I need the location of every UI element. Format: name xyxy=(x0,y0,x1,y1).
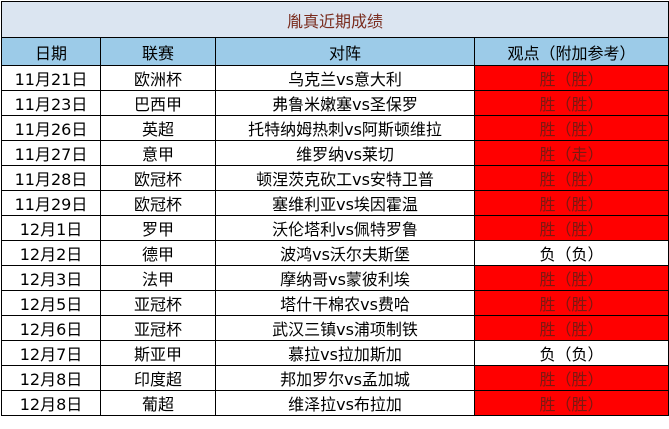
cell-match: 慕拉vs拉加斯加 xyxy=(215,340,475,366)
cell-date: 11月21日 xyxy=(1,65,101,91)
cell-match: 维罗纳vs莱切 xyxy=(215,140,475,166)
header-league: 联赛 xyxy=(100,37,216,66)
cell-match: 沃伦塔利vs佩特罗鲁 xyxy=(215,215,475,241)
cell-match: 顿涅茨克砍工vs安特卫普 xyxy=(215,165,475,191)
cell-league: 印度超 xyxy=(100,365,216,391)
cell-match: 波鸿vs沃尔夫斯堡 xyxy=(215,240,475,266)
cell-view: 胜（胜） xyxy=(473,190,669,216)
cell-match: 塔什干棉农vs费哈 xyxy=(215,290,475,316)
header-row: 日期 联赛 对阵 观点（附加参考） xyxy=(1,37,669,66)
cell-view: 负（负） xyxy=(473,340,669,366)
cell-match: 塞维利亚vs埃因霍温 xyxy=(215,190,475,216)
cell-view: 胜（胜） xyxy=(473,315,669,341)
cell-date: 11月27日 xyxy=(1,140,101,166)
cell-date: 12月6日 xyxy=(1,315,101,341)
cell-view: 胜（胜） xyxy=(473,90,669,116)
cell-date: 12月5日 xyxy=(1,290,101,316)
cell-league: 亚冠杯 xyxy=(100,290,216,316)
cell-match: 摩纳哥vs蒙彼利埃 xyxy=(215,265,475,291)
table-row: 11月21日 欧洲杯 乌克兰vs意大利 胜（胜） xyxy=(1,65,669,91)
cell-league: 欧冠杯 xyxy=(100,190,216,216)
header-date: 日期 xyxy=(1,37,101,66)
table-row: 11月23日 巴西甲 弗鲁米嫩塞vs圣保罗 胜（胜） xyxy=(1,90,669,116)
cell-match: 武汉三镇vs浦项制铁 xyxy=(215,315,475,341)
cell-league: 欧冠杯 xyxy=(100,165,216,191)
cell-league: 罗甲 xyxy=(100,215,216,241)
cell-view: 胜（胜） xyxy=(473,290,669,316)
cell-date: 11月26日 xyxy=(1,115,101,141)
cell-league: 欧洲杯 xyxy=(100,65,216,91)
header-view: 观点（附加参考） xyxy=(473,37,669,66)
cell-match: 维泽拉vs布拉加 xyxy=(215,390,475,416)
cell-league: 葡超 xyxy=(100,390,216,416)
table-row: 12月8日 葡超 维泽拉vs布拉加 胜（胜） xyxy=(1,390,669,416)
cell-league: 斯亚甲 xyxy=(100,340,216,366)
title-row: 胤真近期成绩 xyxy=(0,1,669,38)
cell-view: 胜（胜） xyxy=(473,365,669,391)
header-match: 对阵 xyxy=(215,37,475,66)
cell-league: 法甲 xyxy=(100,265,216,291)
table-row: 12月2日 德甲 波鸿vs沃尔夫斯堡 负（负） xyxy=(1,240,669,266)
cell-view: 负（负） xyxy=(473,240,669,266)
cell-league: 巴西甲 xyxy=(100,90,216,116)
table-row: 11月28日 欧冠杯 顿涅茨克砍工vs安特卫普 胜（胜） xyxy=(1,165,669,191)
cell-match: 邦加罗尔vs孟加城 xyxy=(215,365,475,391)
results-table: 胤真近期成绩 日期 联赛 对阵 观点（附加参考） 11月21日 欧洲杯 乌克兰vs意… xyxy=(0,1,669,416)
cell-date: 11月23日 xyxy=(1,90,101,116)
cell-league: 亚冠杯 xyxy=(100,315,216,341)
cell-match: 乌克兰vs意大利 xyxy=(215,65,475,91)
cell-date: 11月29日 xyxy=(1,190,101,216)
table-row: 12月7日 斯亚甲 慕拉vs拉加斯加 负（负） xyxy=(1,340,669,366)
table-row: 12月8日 印度超 邦加罗尔vs孟加城 胜（胜） xyxy=(1,365,669,391)
cell-league: 意甲 xyxy=(100,140,216,166)
table-row: 11月26日 英超 托特纳姆热刺vs阿斯顿维拉 胜（胜） xyxy=(1,115,669,141)
table-row: 12月5日 亚冠杯 塔什干棉农vs费哈 胜（胜） xyxy=(1,290,669,316)
cell-date: 11月28日 xyxy=(1,165,101,191)
cell-view: 胜（胜） xyxy=(473,390,669,416)
cell-league: 英超 xyxy=(100,115,216,141)
cell-league: 德甲 xyxy=(100,240,216,266)
cell-view: 胜（胜） xyxy=(473,265,669,291)
table-row: 11月29日 欧冠杯 塞维利亚vs埃因霍温 胜（胜） xyxy=(1,190,669,216)
table-row: 11月27日 意甲 维罗纳vs莱切 胜（走） xyxy=(1,140,669,166)
cell-date: 12月1日 xyxy=(1,215,101,241)
cell-match: 托特纳姆热刺vs阿斯顿维拉 xyxy=(215,115,475,141)
cell-view: 胜（胜） xyxy=(473,115,669,141)
cell-view: 胜（走） xyxy=(473,140,669,166)
cell-date: 12月3日 xyxy=(1,265,101,291)
cell-date: 12月8日 xyxy=(1,365,101,391)
sheet-title: 胤真近期成绩 xyxy=(0,1,669,38)
cell-view: 胜（胜） xyxy=(473,65,669,91)
cell-date: 12月8日 xyxy=(1,390,101,416)
cell-date: 12月7日 xyxy=(1,340,101,366)
cell-view: 胜（胜） xyxy=(473,165,669,191)
table-row: 12月3日 法甲 摩纳哥vs蒙彼利埃 胜（胜） xyxy=(1,265,669,291)
cell-date: 12月2日 xyxy=(1,240,101,266)
table-row: 12月1日 罗甲 沃伦塔利vs佩特罗鲁 胜（胜） xyxy=(1,215,669,241)
cell-match: 弗鲁米嫩塞vs圣保罗 xyxy=(215,90,475,116)
cell-view: 胜（胜） xyxy=(473,215,669,241)
table-row: 12月6日 亚冠杯 武汉三镇vs浦项制铁 胜（胜） xyxy=(1,315,669,341)
